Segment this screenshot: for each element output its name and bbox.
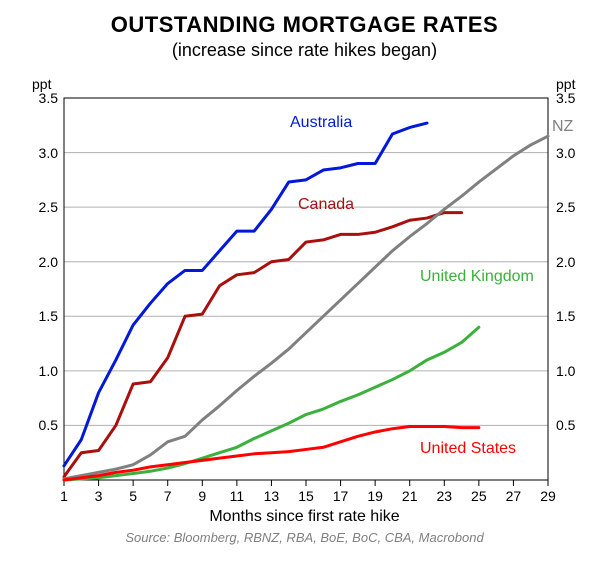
- x-tick: 25: [471, 488, 487, 504]
- y-tick-left: 1.5: [28, 308, 58, 324]
- x-tick: 5: [129, 488, 137, 504]
- x-tick: 17: [333, 488, 349, 504]
- y-tick-right: 3.5: [556, 90, 575, 106]
- x-tick: 19: [367, 488, 383, 504]
- x-tick: 29: [540, 488, 556, 504]
- series-label: United States: [420, 440, 516, 458]
- series-label: NZ: [552, 118, 573, 136]
- y-tick-left: 0.5: [28, 417, 58, 433]
- y-tick-right: 3.0: [556, 145, 575, 161]
- x-tick: 23: [436, 488, 452, 504]
- y-tick-right: 0.5: [556, 417, 575, 433]
- x-tick: 15: [298, 488, 314, 504]
- y-tick-left: 3.5: [28, 90, 58, 106]
- y-tick-right: 1.0: [556, 363, 575, 379]
- series-label: Australia: [290, 114, 352, 132]
- x-tick: 7: [164, 488, 172, 504]
- y-tick-left: 3.0: [28, 145, 58, 161]
- x-axis-label: Months since first rate hike: [0, 508, 609, 526]
- x-tick: 9: [198, 488, 206, 504]
- y-tick-left: 2.0: [28, 254, 58, 270]
- x-tick: 1: [60, 488, 68, 504]
- y-tick-right: 2.0: [556, 254, 575, 270]
- source-text: Source: Bloomberg, RBNZ, RBA, BoE, BoC, …: [0, 530, 609, 545]
- y-tick-left: 1.0: [28, 363, 58, 379]
- y-tick-right: 1.5: [556, 308, 575, 324]
- x-tick: 21: [402, 488, 418, 504]
- series-label: United Kingdom: [420, 268, 534, 286]
- y-tick-right: 2.5: [556, 199, 575, 215]
- chart-container: { "chart": { "type": "line", "title": "O…: [0, 0, 609, 570]
- x-tick: 3: [95, 488, 103, 504]
- x-tick: 13: [264, 488, 280, 504]
- x-tick: 27: [506, 488, 522, 504]
- series-label: Canada: [298, 196, 354, 214]
- y-tick-left: 2.5: [28, 199, 58, 215]
- x-tick: 11: [230, 488, 245, 504]
